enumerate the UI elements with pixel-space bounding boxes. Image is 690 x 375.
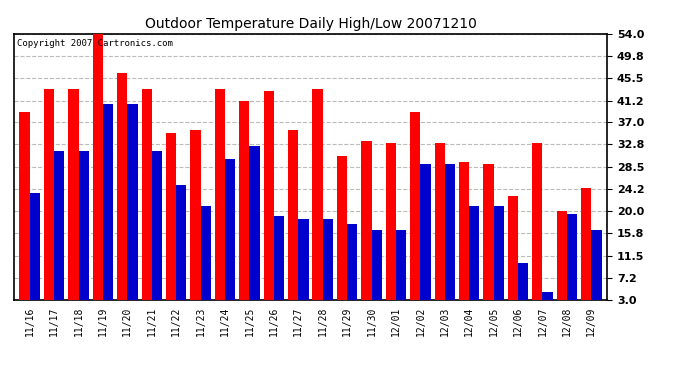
Bar <box>591 230 602 300</box>
Bar <box>44 88 54 300</box>
Bar <box>298 219 308 300</box>
Bar <box>54 151 64 300</box>
Bar <box>225 159 235 300</box>
Bar <box>557 211 567 300</box>
Bar <box>30 193 40 300</box>
Bar <box>435 143 445 300</box>
Bar <box>371 230 382 300</box>
Title: Outdoor Temperature Daily High/Low 20071210: Outdoor Temperature Daily High/Low 20071… <box>145 17 476 31</box>
Bar <box>117 73 128 300</box>
Bar <box>459 162 469 300</box>
Bar <box>103 104 113 300</box>
Bar <box>508 196 518 300</box>
Bar <box>323 219 333 300</box>
Bar <box>274 216 284 300</box>
Bar <box>445 164 455 300</box>
Bar <box>128 104 137 300</box>
Bar <box>68 88 79 300</box>
Bar <box>420 164 431 300</box>
Bar <box>386 143 396 300</box>
Bar <box>567 214 577 300</box>
Bar <box>215 88 225 300</box>
Bar <box>201 206 211 300</box>
Bar <box>518 264 529 300</box>
Bar <box>288 130 298 300</box>
Bar <box>581 188 591 300</box>
Bar <box>19 112 30 300</box>
Bar <box>166 133 176 300</box>
Bar <box>362 141 371 300</box>
Bar <box>141 88 152 300</box>
Bar <box>264 91 274 300</box>
Bar <box>396 230 406 300</box>
Bar <box>313 88 323 300</box>
Bar <box>469 206 480 300</box>
Bar <box>542 292 553 300</box>
Bar <box>532 143 542 300</box>
Bar <box>176 185 186 300</box>
Bar <box>250 146 259 300</box>
Bar <box>337 156 347 300</box>
Bar <box>92 34 103 300</box>
Bar <box>190 130 201 300</box>
Bar <box>239 100 250 300</box>
Text: Copyright 2007 Cartronics.com: Copyright 2007 Cartronics.com <box>17 39 172 48</box>
Bar <box>79 151 89 300</box>
Bar <box>493 206 504 300</box>
Bar <box>484 164 493 300</box>
Bar <box>347 224 357 300</box>
Bar <box>410 112 420 300</box>
Bar <box>152 151 162 300</box>
